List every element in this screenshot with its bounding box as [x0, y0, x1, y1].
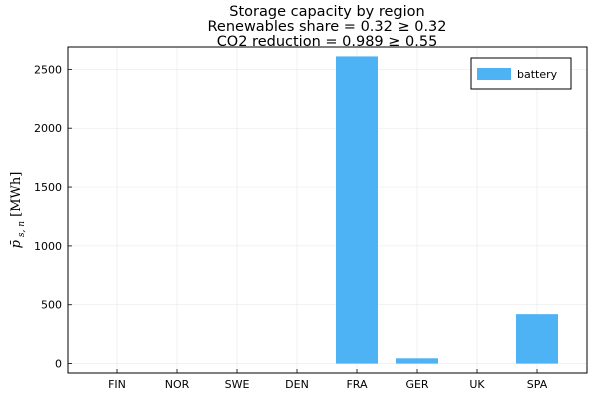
legend: battery [470, 57, 572, 90]
y-axis-symbol: p̄ [9, 239, 24, 248]
chart-title-line-2: Renewables share = 0.32 ≥ 0.32 [207, 19, 446, 35]
chart-title-line-1: Storage capacity by region [229, 4, 424, 20]
chart-title-line-3: CO2 reduction = 0.989 ≥ 0.55 [217, 34, 438, 50]
legend-label-battery: battery [517, 68, 558, 81]
bar-ger [396, 358, 438, 364]
bar-fra [336, 56, 378, 364]
x-tick-label-fra: FRA [346, 378, 368, 391]
bars [336, 56, 558, 364]
x-tick-label-fin: FIN [108, 378, 126, 391]
y-axis-label: p̄ s, n [MWh] [9, 172, 27, 249]
bar-spa [516, 314, 558, 364]
y-tick-label-500: 500 [41, 299, 62, 312]
grid-lines [68, 47, 587, 373]
x-tick-label-uk: UK [469, 378, 485, 391]
chart-title: Storage capacity by region Renewables sh… [207, 4, 446, 50]
y-axis-unit: [MWh] [9, 172, 24, 221]
y-tick-label-0: 0 [55, 358, 62, 371]
y-tick-label-1000: 1000 [34, 240, 62, 253]
x-tick-label-spa: SPA [527, 378, 548, 391]
plot-area-frame [67, 46, 588, 374]
legend-swatch-battery [477, 68, 511, 80]
y-tick-label-1500: 1500 [34, 181, 62, 194]
x-tick-label-swe: SWE [225, 378, 250, 391]
y-tick-label-2500: 2500 [34, 63, 62, 76]
x-tick-label-ger: GER [405, 378, 428, 391]
x-tick-label-den: DEN [285, 378, 309, 391]
y-tick-labels: 0 500 1000 1500 2000 2500 [34, 63, 72, 371]
x-tick-labels: FIN NOR SWE DEN FRA GER UK SPA [108, 369, 548, 391]
y-axis-label-text: p̄ s, n [MWh] [9, 172, 27, 249]
x-tick-label-nor: NOR [165, 378, 190, 391]
y-tick-label-2000: 2000 [34, 122, 62, 135]
y-axis-subscript: s, n [17, 221, 27, 240]
